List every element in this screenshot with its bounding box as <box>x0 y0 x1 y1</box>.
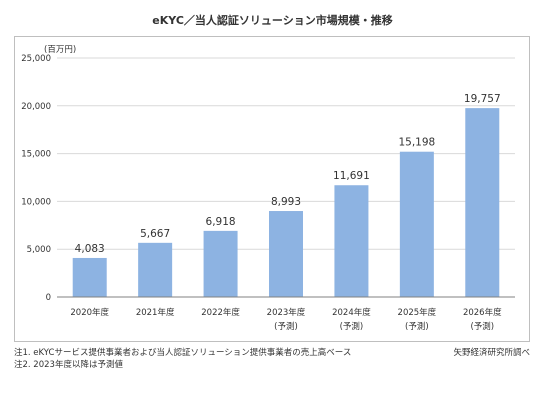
source-credit: 矢野経済研究所調べ <box>453 348 530 358</box>
bar <box>72 257 107 297</box>
y-unit-label: (百万円) <box>44 45 76 55</box>
y-tick-label: 25,000 <box>21 54 51 64</box>
x-tick-label: 2025年度 <box>398 307 437 318</box>
bar <box>399 151 434 297</box>
x-tick-label: 2026年度 <box>463 307 502 318</box>
x-tick-label: (予測) <box>470 321 494 332</box>
y-tick-label: 20,000 <box>21 102 51 112</box>
bar <box>269 211 303 297</box>
data-label: 6,918 <box>206 216 236 228</box>
x-tick-label: 2024年度 <box>332 307 371 318</box>
data-label: 4,083 <box>75 243 105 255</box>
x-tick-label: (予測) <box>340 321 364 332</box>
x-tick-label: 2021年度 <box>136 307 175 318</box>
data-label: 8,993 <box>271 196 301 208</box>
bar <box>334 185 369 297</box>
chart-title: eKYC／当人認証ソリューション市場規模・推移 <box>152 14 393 27</box>
data-label: 15,198 <box>398 137 435 149</box>
data-label: 5,667 <box>140 228 170 240</box>
x-tick-label: 2020年度 <box>70 307 109 318</box>
bar <box>203 230 238 297</box>
bar <box>465 108 500 297</box>
y-tick-labels: 0 5,000 10,000 15,000 20,000 25,000 <box>21 54 51 303</box>
footnote-1: 注1. eKYCサービス提供事業者および当人認証ソリューション提供事業者の売上高… <box>14 348 352 358</box>
bar <box>138 242 173 297</box>
footnotes: 注1. eKYCサービス提供事業者および当人認証ソリューション提供事業者の売上高… <box>14 347 351 371</box>
x-tick-labels: 2020年度 2021年度 2022年度 2023年度 (予測) 2024年度 (予測) 20… <box>70 307 502 332</box>
data-label: 19,757 <box>464 93 501 105</box>
bars <box>72 108 500 297</box>
chart-frame <box>14 36 530 342</box>
x-tick-label: 2023年度 <box>267 307 306 318</box>
x-tick-label: (予測) <box>274 321 298 332</box>
x-tick-label: (予測) <box>405 321 429 332</box>
y-tick-label: 10,000 <box>21 197 51 207</box>
y-tick-label: 15,000 <box>21 150 51 160</box>
data-label: 11,691 <box>333 170 370 182</box>
footnote-2: 注2. 2023年度以降は予測値 <box>14 360 123 370</box>
x-tick-label: 2022年度 <box>201 307 240 318</box>
y-tick-label: 5,000 <box>27 245 51 255</box>
data-labels: 4,083 5,667 6,918 8,993 11,691 15,198 19,757 <box>75 93 501 255</box>
bar-chart: (百万円) 0 5,000 10,000 15,000 20,000 25,000 4,0… <box>21 45 515 332</box>
y-tick-label: 0 <box>46 293 51 303</box>
